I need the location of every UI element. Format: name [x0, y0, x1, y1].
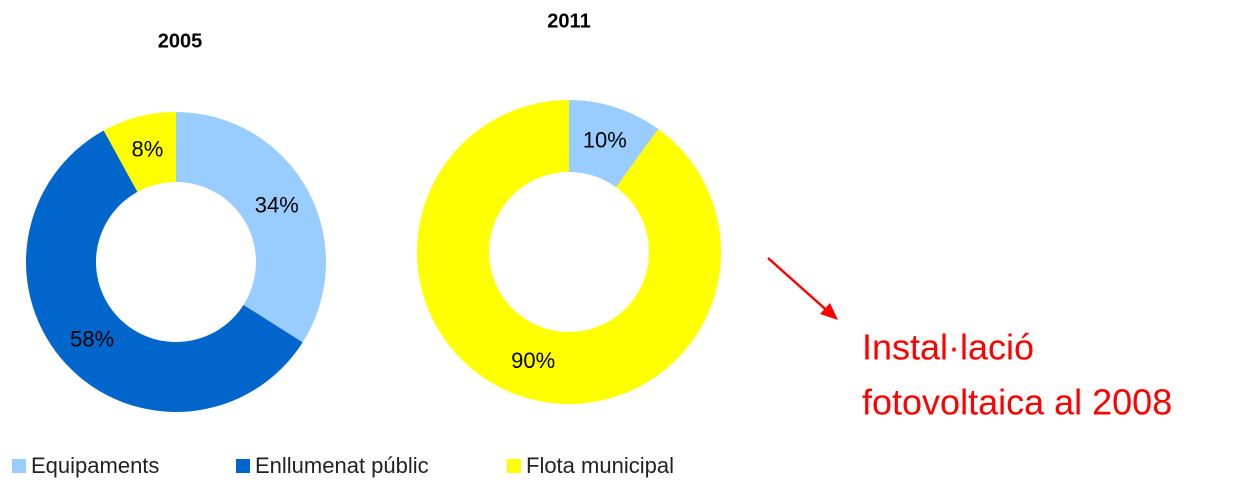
- chart-title: 2005: [158, 30, 203, 52]
- data-label: 90%: [511, 348, 555, 373]
- legend-label: Flota municipal: [526, 453, 674, 478]
- legend-label: Equipaments: [31, 453, 159, 478]
- donut-slice: [569, 100, 659, 188]
- annotation-text: fotovoltaica al 2008: [862, 382, 1172, 423]
- legend-swatch: [507, 459, 521, 473]
- donut-slice: [416, 100, 721, 405]
- legend-label: Enllumenat públic: [255, 453, 429, 478]
- data-label: 10%: [583, 127, 627, 152]
- data-label: 58%: [70, 327, 114, 352]
- donut-slice: [26, 130, 303, 412]
- annotation-arrowhead: [820, 303, 838, 320]
- data-label: 8%: [132, 136, 164, 161]
- annotation-text: Instal·lació: [862, 327, 1034, 368]
- donut-slice: [176, 112, 327, 343]
- donut-slice: [103, 112, 176, 192]
- legend-swatch: [236, 459, 250, 473]
- annotation-arrow: [767, 257, 833, 316]
- data-label: 34%: [255, 192, 299, 217]
- chart-title: 2011: [547, 10, 590, 32]
- legend-swatch: [12, 459, 26, 473]
